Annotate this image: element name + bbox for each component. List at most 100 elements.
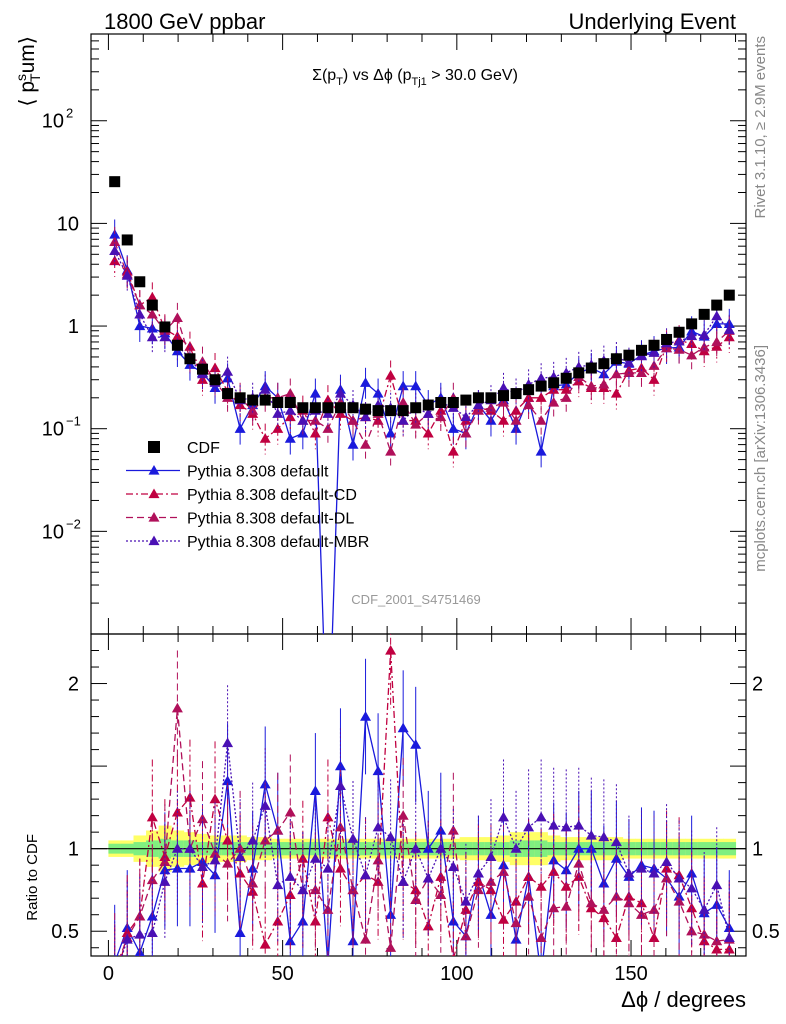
- point-pythia-8-308-default-dl: [635, 367, 647, 377]
- point-pythia-8-308-default-mbr: [109, 245, 121, 255]
- point-cdf: [447, 396, 459, 408]
- point-cdf: [397, 405, 409, 417]
- x-tick-label: 50: [271, 963, 293, 985]
- point-cdf: [623, 349, 635, 361]
- ratio-point-pythia-8-308-default-dl: [171, 702, 183, 713]
- ratio-point-pythia-8-308-default-mbr: [535, 811, 547, 822]
- ratio-point-pythia-8-308-default-mbr: [309, 853, 321, 863]
- point-pythia-8-308-default: [397, 380, 409, 391]
- ratio-point-pythia-8-308-default-dl: [548, 902, 560, 913]
- ratio-point-pythia-8-308-default-dl: [523, 891, 535, 901]
- header-topic: Underlying Event: [568, 9, 736, 34]
- ratio-point-pythia-8-308-default: [322, 959, 333, 969]
- point-pythia-8-308-default-mbr: [673, 335, 685, 346]
- ratio-point-pythia-8-308-default-mbr: [372, 821, 384, 832]
- ratio-point-pythia-8-308-default-cd: [146, 811, 158, 822]
- main-y-tick-label: 1: [68, 316, 79, 338]
- point-cdf: [573, 367, 585, 379]
- ratio-point-pythia-8-308-default-dl: [435, 889, 447, 900]
- ratio-y-axis-label: Ratio to CDF: [24, 834, 41, 921]
- ratio-point-pythia-8-308-default-mbr: [234, 851, 246, 862]
- ratio-point-pythia-8-308-default-mbr: [673, 872, 685, 883]
- ratio-point-pythia-8-308-default-mbr: [560, 821, 572, 832]
- point-pythia-8-308-default: [535, 445, 547, 456]
- point-pythia-8-308-default-dl: [510, 415, 522, 425]
- point-pythia-8-308-default-cd: [535, 392, 547, 402]
- point-pythia-8-308-default-dl: [686, 349, 698, 360]
- point-pythia-8-308-default-mbr: [146, 331, 158, 342]
- point-cdf: [272, 396, 284, 408]
- main-y-tick-label: 10: [42, 521, 64, 543]
- ratio-point-pythia-8-308-default-cd: [598, 912, 610, 923]
- ratio-point-pythia-8-308-default-cd: [284, 889, 296, 900]
- point-pythia-8-308-default-dl: [146, 308, 158, 319]
- ratio-point-pythia-8-308-default-mbr: [711, 879, 723, 890]
- main-y-axis-label: ⟨ psTum⟩: [13, 36, 43, 107]
- ratio-point-pythia-8-308-default-mbr: [171, 843, 183, 853]
- point-pythia-8-308-default-mbr: [284, 405, 296, 415]
- point-pythia-8-308-default-mbr: [159, 331, 171, 342]
- point-pythia-8-308-default-cd: [523, 392, 535, 402]
- ratio-point-pythia-8-308-default-dl: [460, 930, 472, 941]
- point-cdf: [686, 318, 698, 330]
- ratio-point-pythia-8-308-default-mbr: [146, 927, 158, 938]
- point-pythia-8-308-default-mbr: [498, 382, 510, 392]
- ratio-point-pythia-8-308-default-mbr: [610, 836, 622, 847]
- point-pythia-8-308-default-mbr: [535, 372, 547, 383]
- ratio-point-pythia-8-308-default-dl: [510, 917, 522, 928]
- point-cdf: [360, 403, 372, 415]
- ratio-point-pythia-8-308-default-dl: [360, 933, 372, 944]
- ratio-panel-frame: [90, 633, 747, 957]
- point-cdf: [548, 377, 560, 389]
- legend-marker-pythia-8-308-default-dl: [148, 512, 160, 522]
- ratio-point-pythia-8-308-default-mbr: [385, 831, 397, 842]
- ratio-point-pythia-8-308-default-mbr: [134, 929, 146, 939]
- point-pythia-8-308-default-cd: [435, 405, 447, 415]
- ratio-point-pythia-8-308-default-dl: [397, 810, 409, 820]
- legend-label-pythia-8-308-default-cd: Pythia 8.308 default-CD: [187, 487, 357, 504]
- ratio-point-pythia-8-308-default-dl: [334, 821, 346, 832]
- ratio-point-pythia-8-308-default: [234, 927, 246, 938]
- ratio-point-pythia-8-308-default-mbr: [184, 843, 196, 853]
- ratio-point-pythia-8-308-default-mbr: [334, 780, 346, 791]
- point-cdf: [109, 176, 121, 188]
- ratio-point-pythia-8-308-default: [309, 785, 321, 795]
- point-cdf: [460, 394, 472, 406]
- point-pythia-8-308-default-dl: [673, 344, 685, 354]
- point-cdf: [635, 344, 647, 356]
- ratio-point-pythia-8-308-default: [410, 739, 422, 749]
- ratio-point-pythia-8-308-default-mbr: [222, 737, 234, 748]
- ratio-point-pythia-8-308-default-dl: [385, 942, 397, 952]
- point-pythia-8-308-default-cd: [635, 362, 647, 373]
- ratio-point-pythia-8-308-default-mbr: [284, 871, 296, 881]
- point-pythia-8-308-default-mbr: [723, 324, 735, 334]
- point-pythia-8-308-default: [385, 427, 397, 438]
- point-pythia-8-308-default-dl: [472, 405, 484, 415]
- ratio-point-pythia-8-308-default-mbr: [159, 876, 171, 886]
- point-pythia-8-308-default-mbr: [648, 347, 660, 357]
- main-y-tick-exponent: 2: [66, 106, 73, 121]
- ratio-point-pythia-8-308-default-mbr: [523, 821, 535, 832]
- ratio-point-pythia-8-308-default-dl: [222, 858, 234, 868]
- ratio-point-pythia-8-308-default-dl: [535, 932, 547, 942]
- ratio-point-pythia-8-308-default-mbr: [410, 843, 422, 853]
- ratio-point-pythia-8-308-default-mbr: [585, 829, 597, 840]
- legend-marker-pythia-8-308-default: [148, 465, 160, 475]
- ratio-point-pythia-8-308-default-dl: [259, 834, 271, 845]
- ratio-point-pythia-8-308-default-mbr: [360, 869, 372, 880]
- point-cdf: [610, 353, 622, 365]
- point-pythia-8-308-default-cd: [234, 399, 246, 410]
- ratio-point-pythia-8-308-default-dl: [272, 825, 284, 835]
- point-pythia-8-308-default-cd: [610, 388, 622, 398]
- point-cdf: [435, 396, 447, 408]
- point-cdf: [535, 380, 547, 392]
- ratio-point-pythia-8-308-default-cd: [711, 943, 723, 954]
- ratio-point-pythia-8-308-default-mbr: [498, 811, 510, 822]
- ratio-point-pythia-8-308-default-dl: [560, 900, 572, 911]
- point-pythia-8-308-default-mbr: [259, 384, 271, 394]
- point-pythia-8-308-default-dl: [535, 415, 547, 425]
- ratio-point-pythia-8-308-default-cd: [610, 932, 622, 942]
- ratio-point-pythia-8-308-default-mbr: [661, 856, 673, 867]
- point-pythia-8-308-default-dl: [598, 378, 610, 389]
